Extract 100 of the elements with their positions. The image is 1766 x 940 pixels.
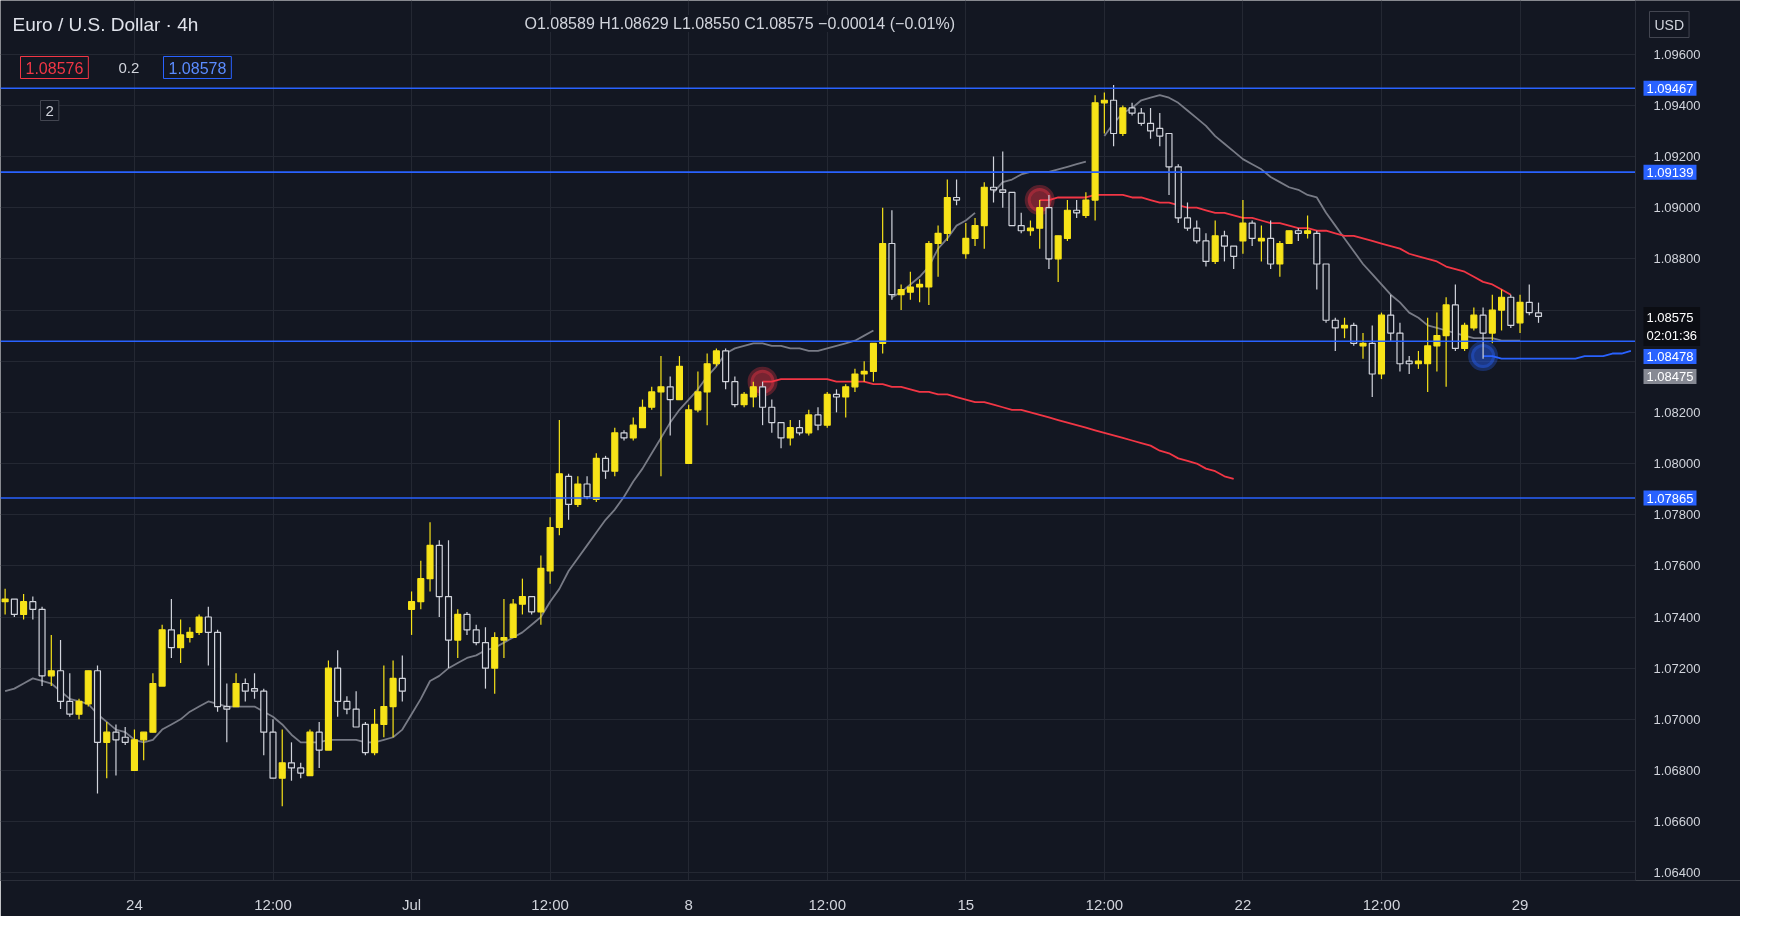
candlestick (953, 178, 961, 206)
candlestick (1424, 317, 1432, 393)
candlestick (1276, 240, 1284, 278)
candlestick (777, 421, 785, 449)
x-tick-label: 15 (957, 895, 975, 913)
candlestick (814, 406, 822, 431)
candlestick (352, 690, 360, 728)
x-tick-label: 29 (1511, 895, 1529, 913)
candlestick (186, 626, 194, 644)
candlestick (29, 595, 37, 621)
candlestick (842, 383, 850, 419)
annotation: 0.2 (118, 58, 140, 76)
candlestick (805, 409, 813, 436)
y-tick-label: 1.09400 (1653, 97, 1701, 113)
candlestick (749, 381, 757, 408)
y-tick-label: 1.06800 (1653, 763, 1701, 778)
y-tick-label: 1.09000 (1653, 200, 1701, 216)
candlestick (657, 355, 665, 477)
ref-line-label: 1.09139 (1646, 164, 1694, 180)
candlestick (1461, 322, 1469, 352)
candlestick (759, 381, 767, 426)
candlestick (934, 225, 942, 278)
y-tick-label: 1.08200 (1653, 404, 1701, 420)
candlestick (731, 375, 739, 408)
candlestick (851, 368, 859, 393)
candlestick (906, 271, 914, 301)
candlestick (1498, 288, 1506, 332)
x-tick-label: 12:00 (1362, 895, 1401, 913)
candlestick (1183, 201, 1192, 232)
y-tick-label: 1.07000 (1653, 711, 1701, 727)
x-tick-label: 12:00 (254, 895, 292, 913)
candlestick (971, 217, 979, 247)
candlestick (897, 283, 905, 311)
y-tick-label: 1.08000 (1653, 456, 1701, 472)
candlestick (223, 682, 231, 743)
candlestick (638, 398, 647, 429)
candlestick (694, 370, 702, 413)
candlestick (75, 698, 83, 720)
candlestick (66, 672, 74, 718)
candlestick (916, 278, 924, 303)
candlestick (140, 731, 148, 761)
candlestick (1248, 219, 1256, 247)
candlestick (786, 419, 794, 447)
candlestick (768, 398, 776, 434)
candlestick (832, 388, 841, 413)
candlestick (1220, 230, 1228, 263)
candlestick (103, 721, 111, 779)
candlestick (1516, 294, 1524, 334)
candlestick (177, 618, 185, 664)
candlestick (1146, 107, 1155, 140)
y-tick-label: 1.07600 (1653, 558, 1701, 574)
candlestick (1488, 294, 1496, 344)
candlestick (648, 386, 656, 411)
candlestick (1036, 199, 1044, 250)
annotation: 1.08475 (1646, 369, 1694, 384)
candlestick (500, 598, 508, 659)
x-tick-label: 12:00 (1085, 895, 1124, 913)
candlestick (629, 416, 637, 442)
candlestick (1470, 306, 1478, 332)
y-tick-label: 1.09200 (1653, 149, 1701, 165)
y-tick-label: 1.07200 (1653, 660, 1701, 676)
candlestick (472, 624, 480, 646)
x-tick-label: Jul (401, 895, 422, 913)
candlestick (204, 606, 212, 667)
y-tick-label: 1.07400 (1653, 609, 1701, 625)
text: Euro / U.S. Dollar · 4h (12, 14, 199, 35)
candlestick (380, 665, 388, 738)
candlestick (1202, 232, 1210, 268)
candlestick (112, 723, 120, 777)
candlestick (962, 222, 970, 260)
candlestick (408, 590, 416, 636)
text: USD (1654, 16, 1685, 33)
candlestick (1, 588, 9, 616)
candlestick (601, 455, 610, 480)
candlestick (1082, 191, 1090, 219)
candlestick (666, 375, 674, 436)
candlestick (518, 578, 526, 616)
candlestick (1304, 214, 1312, 240)
candlestick (417, 560, 425, 610)
candlestick (1239, 199, 1247, 255)
annotation: 2 (45, 101, 54, 119)
candlestick (1340, 317, 1349, 339)
candlestick (1230, 245, 1238, 270)
candlestick (47, 634, 55, 687)
annotation: 1.08578 (168, 59, 227, 77)
y-tick-label: 1.07800 (1653, 507, 1701, 523)
candlestick (1479, 306, 1487, 360)
candlestick (232, 672, 240, 708)
candlestick (999, 150, 1007, 209)
x-tick-label: 12:00 (531, 895, 569, 913)
y-tick-label: 1.09600 (1653, 46, 1701, 62)
x-tick-label: 22 (1234, 895, 1252, 913)
candlestick (860, 360, 868, 383)
candlestick (278, 728, 286, 807)
y-tick-label: 1.06600 (1653, 814, 1701, 830)
candlestick (20, 593, 28, 621)
x-tick-label: 8 (684, 895, 693, 913)
y-tick-label: 1.08800 (1653, 251, 1701, 267)
candlestick (1331, 317, 1339, 352)
candlestick (1534, 302, 1543, 324)
